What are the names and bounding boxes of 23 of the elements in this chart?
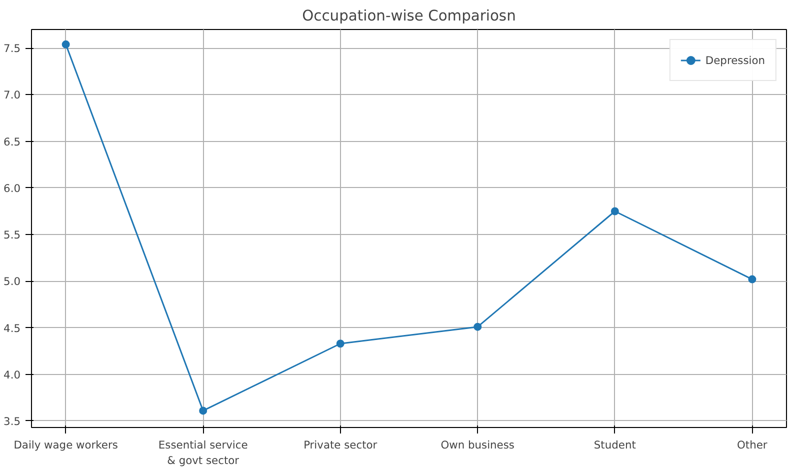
y-tick-label: 6.5 bbox=[4, 135, 21, 148]
x-tick-label: Other bbox=[737, 438, 768, 452]
x-tick-label: Private sector bbox=[304, 438, 378, 452]
y-tick-label: 5.5 bbox=[4, 228, 21, 242]
y-tick-label: 7.5 bbox=[4, 42, 21, 56]
point bbox=[610, 207, 619, 216]
y-tick-label: 6.0 bbox=[4, 182, 21, 195]
point bbox=[62, 40, 70, 48]
point bbox=[199, 406, 208, 415]
x-tick-label: Daily wage workers bbox=[14, 438, 118, 452]
y-tick-label: 3.5 bbox=[4, 414, 21, 428]
point bbox=[474, 322, 482, 331]
point bbox=[748, 275, 756, 284]
x-tick-label: Own business bbox=[440, 438, 515, 452]
legend-label: Depression bbox=[705, 54, 765, 66]
x-tick-label: Essential service & govt sector bbox=[158, 438, 248, 468]
point bbox=[336, 340, 344, 348]
chart-title: Occupation-wise Compariosn bbox=[302, 8, 516, 24]
y-tick-label: 4.0 bbox=[4, 368, 21, 382]
x-tick-label: Student bbox=[594, 438, 636, 452]
y-tick-label: 4.5 bbox=[4, 322, 21, 335]
y-tick-label: 7.0 bbox=[4, 88, 21, 102]
y-tick-label: 5.0 bbox=[4, 275, 21, 288]
